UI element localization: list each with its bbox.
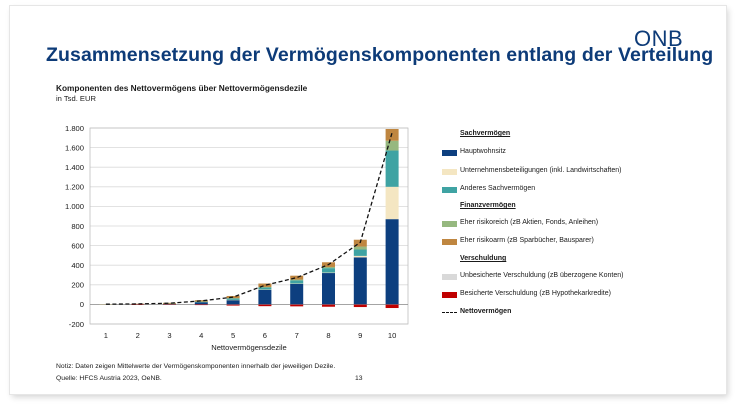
y-tick-label: -200 — [69, 320, 84, 329]
bar-segment — [258, 283, 272, 287]
bar-segment — [322, 266, 335, 269]
bar-segment — [353, 257, 367, 305]
legend-swatch — [442, 292, 457, 298]
x-axis-label: Nettovermögensdezile — [211, 343, 287, 352]
bar-segment — [194, 304, 208, 306]
bar-segment — [322, 268, 335, 273]
page-number: 13 — [355, 375, 363, 382]
y-tick-label: 1.800 — [65, 124, 84, 133]
y-tick-label: 800 — [71, 222, 84, 231]
legend-heading: Finanzvermögen — [460, 202, 516, 209]
x-tick-label: 10 — [388, 331, 396, 340]
y-tick-label: 0 — [80, 300, 84, 309]
bar-segment — [258, 304, 272, 307]
x-tick-label: 2 — [136, 331, 140, 340]
chart-unit: in Tsd. EUR — [56, 94, 96, 103]
x-tick-label: 9 — [358, 331, 362, 340]
chart-title: Komponenten des Nettovermögens über Nett… — [56, 83, 308, 93]
slide-frame — [10, 6, 726, 394]
bar-segment — [226, 298, 240, 300]
x-tick-label: 6 — [263, 331, 267, 340]
legend-label: Besicherte Verschuldung (zB Hypothekarkr… — [460, 290, 611, 297]
chart-source: Quelle: HFCS Austria 2023, OeNB. — [56, 375, 162, 382]
bar-segment — [353, 304, 367, 308]
bar-segment — [385, 150, 399, 187]
legend-heading: Verschuldung — [460, 255, 507, 262]
legend-swatch — [442, 187, 457, 193]
legend-swatch — [442, 239, 457, 245]
bar-segment — [258, 289, 272, 305]
bar-segment — [194, 301, 208, 303]
legend-heading: Sachvermögen — [460, 130, 511, 137]
bar-segment — [322, 304, 335, 307]
legend-swatch — [442, 150, 457, 156]
chart-note: Notiz: Daten zeigen Mittelwerte der Verm… — [56, 363, 336, 370]
legend-label: Unternehmensbeteiligungen (inkl. Landwir… — [460, 167, 622, 174]
bar-segment — [258, 286, 272, 288]
bar-segment — [385, 140, 399, 151]
bar-segment — [353, 246, 367, 250]
bar-segment — [290, 304, 304, 307]
bar-segment — [322, 273, 335, 305]
plot-frame — [89, 127, 409, 325]
bar-segment — [226, 295, 240, 299]
legend-dashed-line-icon — [442, 312, 457, 313]
legend-label: Anderes Sachvermögen — [460, 185, 536, 192]
bar-segment — [258, 287, 272, 290]
y-tick-label: 1.600 — [65, 143, 84, 152]
legend-label: Eher risikoarm (zB Sparbücher, Bausparer… — [460, 237, 594, 244]
legend-swatch — [442, 274, 457, 280]
y-tick-label: 400 — [71, 261, 84, 270]
legend-swatch — [442, 221, 457, 227]
x-tick-label: 1 — [104, 331, 108, 340]
bar-segment — [226, 299, 240, 305]
bar-segment — [226, 304, 240, 306]
oenb-logo: ONB — [634, 26, 684, 51]
y-tick-label: 1.000 — [65, 202, 84, 211]
bar-segment — [194, 300, 208, 302]
x-tick-label: 4 — [199, 331, 203, 340]
bar-segment — [385, 304, 399, 309]
bar-segment — [353, 249, 367, 256]
bar-segment — [385, 219, 399, 305]
y-tick-label: 1.400 — [65, 163, 84, 172]
x-tick-label: 8 — [326, 331, 330, 340]
bar-segment — [385, 186, 399, 220]
legend-label: Unbesicherte Verschuldung (zB überzogene… — [460, 272, 624, 279]
bar-segment — [290, 280, 304, 284]
legend-swatch — [442, 169, 457, 175]
legend-label: Hauptwohnsitz — [460, 148, 506, 155]
bar-segment — [290, 283, 304, 305]
legend-label: Eher risikoreich (zB Aktien, Fonds, Anle… — [460, 219, 599, 226]
y-tick-label: 600 — [71, 241, 84, 250]
x-tick-label: 3 — [167, 331, 171, 340]
bar-segment — [194, 302, 208, 305]
legend-label: Nettovermögen — [460, 308, 512, 315]
slide-title: Zusammensetzung der Vermögenskomponenten… — [46, 44, 714, 66]
y-tick-label: 200 — [71, 281, 84, 290]
y-tick-label: 1.200 — [65, 183, 84, 192]
x-tick-label: 5 — [231, 331, 235, 340]
net-worth-line — [105, 132, 393, 305]
bar-segment — [290, 279, 304, 281]
bar-segment — [353, 255, 367, 258]
x-tick-label: 7 — [295, 331, 299, 340]
